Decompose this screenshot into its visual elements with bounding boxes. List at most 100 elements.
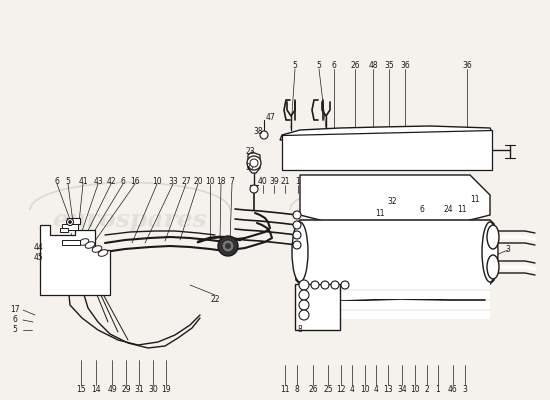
Circle shape xyxy=(247,156,261,170)
Text: 31: 31 xyxy=(134,386,144,394)
Polygon shape xyxy=(62,224,78,230)
Text: 38: 38 xyxy=(253,128,263,136)
Polygon shape xyxy=(309,301,490,309)
Text: 13: 13 xyxy=(383,386,393,394)
Polygon shape xyxy=(300,175,490,222)
Text: 4: 4 xyxy=(373,386,378,394)
Text: 27: 27 xyxy=(181,176,191,186)
Polygon shape xyxy=(62,240,80,245)
Text: 6: 6 xyxy=(332,60,337,70)
Text: 10: 10 xyxy=(410,386,420,394)
Text: 4: 4 xyxy=(350,386,354,394)
Text: 5: 5 xyxy=(317,60,321,70)
Text: 41: 41 xyxy=(78,176,88,186)
Text: 11: 11 xyxy=(280,386,290,394)
Polygon shape xyxy=(248,152,260,173)
Text: 42: 42 xyxy=(106,176,116,186)
Polygon shape xyxy=(309,311,490,319)
Text: 12: 12 xyxy=(336,386,346,394)
Text: 11: 11 xyxy=(375,208,385,218)
Polygon shape xyxy=(309,281,490,289)
Text: 17: 17 xyxy=(10,306,20,314)
Text: 49: 49 xyxy=(107,386,117,394)
Polygon shape xyxy=(295,284,340,330)
Text: 6: 6 xyxy=(120,176,125,186)
Text: 26: 26 xyxy=(308,386,318,394)
Text: 22: 22 xyxy=(210,296,220,304)
Text: 11: 11 xyxy=(457,206,467,214)
Ellipse shape xyxy=(79,239,89,245)
Circle shape xyxy=(250,185,258,193)
Text: 10: 10 xyxy=(152,176,162,186)
Text: 1: 1 xyxy=(296,178,300,186)
Text: 26: 26 xyxy=(350,60,360,70)
Text: 25: 25 xyxy=(323,386,333,394)
Circle shape xyxy=(260,131,268,139)
Circle shape xyxy=(341,281,349,289)
Text: 43: 43 xyxy=(93,176,103,186)
Text: 46: 46 xyxy=(448,386,458,394)
Text: 32: 32 xyxy=(387,198,397,206)
Text: 48: 48 xyxy=(368,60,378,70)
Text: 16: 16 xyxy=(130,176,140,186)
Ellipse shape xyxy=(482,222,498,282)
Polygon shape xyxy=(67,218,80,224)
Text: 19: 19 xyxy=(161,386,171,394)
Text: 1: 1 xyxy=(436,386,441,394)
Text: 2: 2 xyxy=(425,386,430,394)
Polygon shape xyxy=(309,291,490,299)
Text: 18: 18 xyxy=(216,176,225,186)
Text: 8: 8 xyxy=(298,326,302,334)
Text: 33: 33 xyxy=(168,176,178,186)
Text: 5: 5 xyxy=(293,60,298,70)
Text: 29: 29 xyxy=(121,386,131,394)
Circle shape xyxy=(299,280,309,290)
Ellipse shape xyxy=(92,246,102,252)
Circle shape xyxy=(293,221,301,229)
Text: 44: 44 xyxy=(33,242,43,252)
Text: 11: 11 xyxy=(470,196,480,204)
Text: 45: 45 xyxy=(33,252,43,262)
Circle shape xyxy=(67,218,74,226)
Text: 5: 5 xyxy=(65,176,70,186)
Text: 6: 6 xyxy=(13,316,18,324)
Text: 24: 24 xyxy=(443,206,453,214)
Circle shape xyxy=(311,281,319,289)
Circle shape xyxy=(293,231,301,239)
Text: 36: 36 xyxy=(462,60,472,70)
Circle shape xyxy=(321,281,329,289)
Circle shape xyxy=(218,236,238,256)
Text: 10: 10 xyxy=(205,176,215,186)
Circle shape xyxy=(299,290,309,300)
Ellipse shape xyxy=(487,225,499,249)
Polygon shape xyxy=(40,225,110,295)
Text: 30: 30 xyxy=(148,386,158,394)
Text: 35: 35 xyxy=(384,60,394,70)
Circle shape xyxy=(299,300,309,310)
Text: 23: 23 xyxy=(245,148,255,156)
Text: 39: 39 xyxy=(269,178,279,186)
Ellipse shape xyxy=(85,242,95,248)
Text: 8: 8 xyxy=(295,386,299,394)
Text: 5: 5 xyxy=(13,326,18,334)
Circle shape xyxy=(250,159,258,167)
Polygon shape xyxy=(296,220,494,284)
Text: 3: 3 xyxy=(463,386,468,394)
Polygon shape xyxy=(282,130,492,170)
Circle shape xyxy=(293,211,301,219)
Polygon shape xyxy=(280,126,492,142)
Text: eurospares: eurospares xyxy=(312,218,468,242)
Text: 6: 6 xyxy=(54,176,59,186)
Text: 37: 37 xyxy=(245,162,255,172)
Text: 36: 36 xyxy=(400,60,410,70)
Circle shape xyxy=(69,220,72,224)
Text: eurospares: eurospares xyxy=(53,208,207,232)
Polygon shape xyxy=(60,228,68,232)
Text: 20: 20 xyxy=(193,176,203,186)
Text: 34: 34 xyxy=(397,386,407,394)
Ellipse shape xyxy=(292,222,308,282)
Circle shape xyxy=(331,281,339,289)
Text: 10: 10 xyxy=(360,386,370,394)
Text: 3: 3 xyxy=(505,246,510,254)
Circle shape xyxy=(299,310,309,320)
